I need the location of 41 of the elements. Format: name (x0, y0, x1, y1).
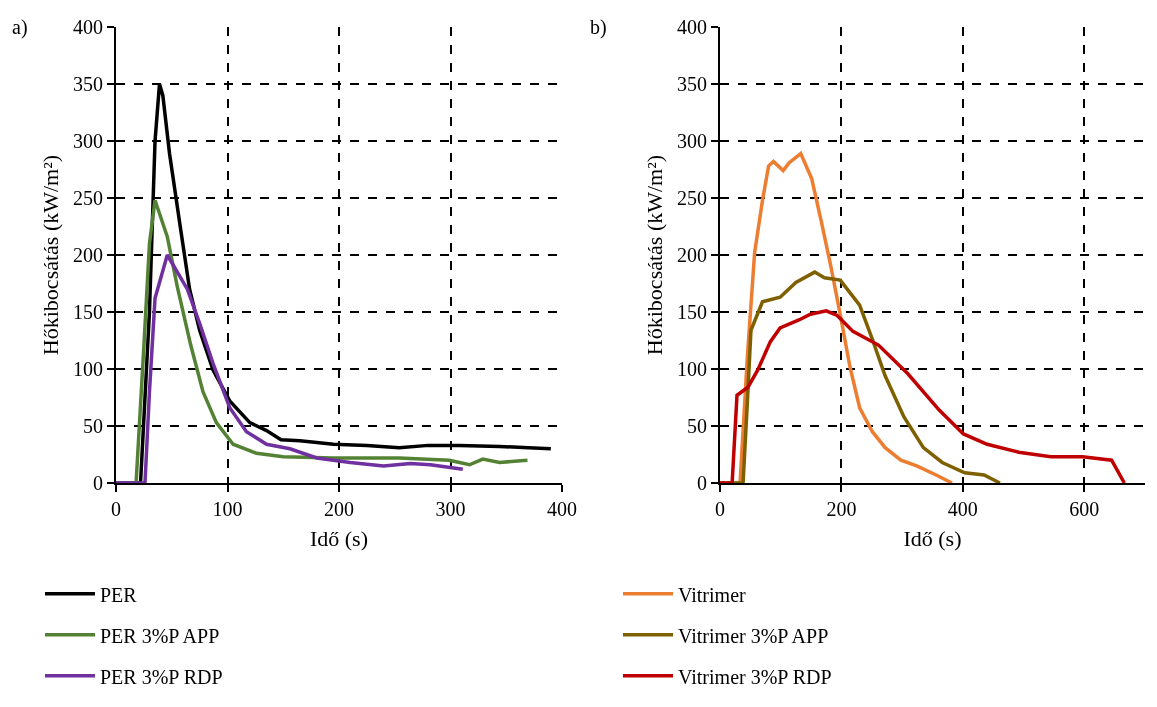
y-tick-label: 0 (697, 472, 707, 494)
x-tick-label: 600 (1069, 498, 1100, 520)
line-series (720, 309, 1127, 483)
y-tick-label: 50 (83, 415, 103, 437)
y-tick-label: 250 (73, 187, 103, 209)
y-tick-label: 150 (677, 301, 707, 323)
y-tick-label: 300 (73, 130, 103, 152)
x-tick-label: 0 (715, 498, 725, 520)
legend-label: Vitrimer 3%P RDP (678, 665, 832, 688)
legend-label: PER 3%P RDP (100, 665, 223, 688)
text: a) (12, 16, 28, 39)
x-tick-label: 100 (212, 498, 243, 520)
x-tick-label: 0 (111, 498, 121, 520)
y-axis-title: Hőkibocsátás (kW/m²) (642, 154, 668, 356)
y-tick-label: 300 (677, 130, 707, 152)
y-tick-label: 150 (73, 301, 103, 323)
legend-label: PER (100, 583, 138, 606)
y-tick-label: 200 (73, 244, 103, 266)
legend-label: Vitrimer 3%P APP (678, 624, 829, 647)
x-tick-label: 200 (324, 498, 354, 520)
y-tick-label: 400 (73, 16, 103, 38)
y-tick-label: 100 (73, 358, 103, 380)
y-tick-label: 400 (677, 16, 707, 38)
x-axis-title: Idő (s) (903, 526, 962, 552)
x-tick-label: 200 (826, 498, 857, 520)
x-tick-label: 300 (435, 498, 466, 520)
legend-label: PER 3%P APP (100, 624, 220, 647)
x-tick-label: 400 (547, 498, 577, 520)
y-tick-label: 350 (677, 73, 707, 95)
y-tick-label: 100 (677, 358, 707, 380)
text: b) (590, 16, 607, 39)
legend-label: Vitrimer (678, 583, 747, 606)
line-series (116, 253, 465, 483)
y-tick-label: 350 (73, 73, 103, 95)
x-axis-title: Idő (s) (309, 526, 369, 552)
y-tick-label: 50 (687, 415, 707, 437)
y-tick-label: 250 (677, 187, 707, 209)
x-tick-label: 400 (947, 498, 978, 520)
y-tick-label: 200 (677, 244, 707, 266)
y-axis-title: Hőkibocsátás (kW/m²) (38, 154, 64, 356)
y-tick-label: 0 (93, 472, 103, 494)
